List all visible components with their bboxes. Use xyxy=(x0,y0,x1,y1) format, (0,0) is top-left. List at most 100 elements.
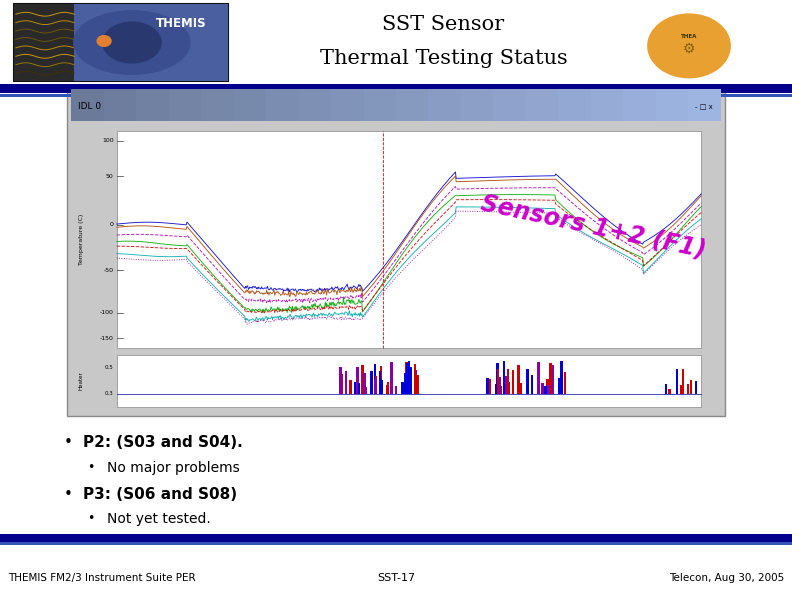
Text: •: • xyxy=(63,487,72,502)
Bar xyxy=(414,370,417,394)
Bar xyxy=(676,375,679,394)
Bar xyxy=(374,379,377,394)
Bar xyxy=(591,89,623,121)
Bar xyxy=(0,534,792,542)
Bar xyxy=(538,362,540,394)
Bar xyxy=(512,370,515,394)
Bar xyxy=(339,367,342,394)
Bar xyxy=(428,89,461,121)
Bar xyxy=(406,362,408,394)
Bar xyxy=(541,383,544,394)
Bar xyxy=(396,89,428,121)
Bar xyxy=(370,371,372,394)
Text: THEMIS: THEMIS xyxy=(156,17,207,30)
Text: 100: 100 xyxy=(102,138,113,143)
Bar xyxy=(356,367,359,394)
Bar xyxy=(116,355,701,406)
Bar xyxy=(676,370,678,394)
Bar xyxy=(379,375,382,394)
Text: -100: -100 xyxy=(100,310,113,315)
Text: 50: 50 xyxy=(106,174,113,179)
Bar xyxy=(266,89,299,121)
Text: Telecon, Aug 30, 2005: Telecon, Aug 30, 2005 xyxy=(668,573,784,583)
Text: THEA: THEA xyxy=(681,34,697,39)
Text: -150: -150 xyxy=(100,336,113,341)
Bar xyxy=(414,364,417,394)
Bar xyxy=(379,367,383,394)
Text: SST-17: SST-17 xyxy=(377,573,415,583)
Bar xyxy=(364,89,396,121)
Bar xyxy=(691,380,692,394)
Bar xyxy=(500,386,502,394)
Bar xyxy=(394,386,398,394)
Bar xyxy=(379,373,381,394)
Bar xyxy=(417,375,419,394)
Bar xyxy=(364,373,366,394)
Bar xyxy=(201,89,234,121)
Bar xyxy=(234,89,266,121)
Bar xyxy=(71,89,104,121)
Bar xyxy=(386,382,389,394)
Bar xyxy=(497,375,500,394)
Text: 0.5: 0.5 xyxy=(105,365,113,370)
Bar xyxy=(549,363,552,394)
Text: 0: 0 xyxy=(109,223,113,228)
Bar xyxy=(0,542,792,545)
Bar xyxy=(116,131,701,348)
Bar xyxy=(136,89,169,121)
Bar xyxy=(358,382,360,394)
Text: IDL 0: IDL 0 xyxy=(78,102,101,111)
Bar xyxy=(561,361,563,394)
Bar xyxy=(381,381,383,394)
Bar xyxy=(507,370,509,394)
Bar xyxy=(14,4,228,81)
Bar xyxy=(375,376,377,394)
Bar xyxy=(14,4,78,81)
Bar xyxy=(379,379,382,394)
Text: •: • xyxy=(87,512,94,525)
Bar xyxy=(71,89,721,121)
Bar xyxy=(546,379,549,394)
Text: Thermal Testing Status: Thermal Testing Status xyxy=(320,48,567,68)
Circle shape xyxy=(97,35,111,47)
Ellipse shape xyxy=(73,10,191,75)
Bar xyxy=(340,375,343,394)
Bar xyxy=(547,385,550,394)
Bar xyxy=(496,384,498,394)
Bar xyxy=(74,4,228,81)
Bar xyxy=(299,89,331,121)
Text: ⚙: ⚙ xyxy=(683,42,695,56)
Text: Temperature (C): Temperature (C) xyxy=(78,214,83,265)
Bar xyxy=(390,362,393,394)
Text: 0.3: 0.3 xyxy=(105,391,113,396)
Bar xyxy=(331,89,364,121)
Bar xyxy=(362,365,364,394)
Bar xyxy=(561,375,563,394)
Bar xyxy=(623,89,656,121)
Bar xyxy=(349,380,352,394)
Bar xyxy=(558,378,561,394)
Bar xyxy=(0,84,792,93)
Bar xyxy=(541,383,544,394)
Bar xyxy=(682,368,683,394)
Text: Heater: Heater xyxy=(78,371,83,390)
Bar xyxy=(354,382,356,394)
Bar xyxy=(404,373,407,394)
Bar xyxy=(360,365,364,394)
Bar xyxy=(379,370,382,394)
Text: Not yet tested.: Not yet tested. xyxy=(107,512,211,526)
Bar xyxy=(0,94,792,97)
Bar xyxy=(488,379,491,394)
Bar xyxy=(408,361,410,394)
Bar xyxy=(546,379,548,394)
Bar xyxy=(364,387,367,394)
Bar xyxy=(402,382,404,394)
Text: Sensors 1+2 (F1): Sensors 1+2 (F1) xyxy=(479,191,709,262)
Bar xyxy=(687,384,689,394)
Bar xyxy=(680,386,682,394)
Bar xyxy=(526,369,529,394)
Text: - □ x: - □ x xyxy=(695,103,713,110)
Bar xyxy=(505,376,507,394)
Bar xyxy=(558,89,591,121)
Bar xyxy=(669,389,671,394)
